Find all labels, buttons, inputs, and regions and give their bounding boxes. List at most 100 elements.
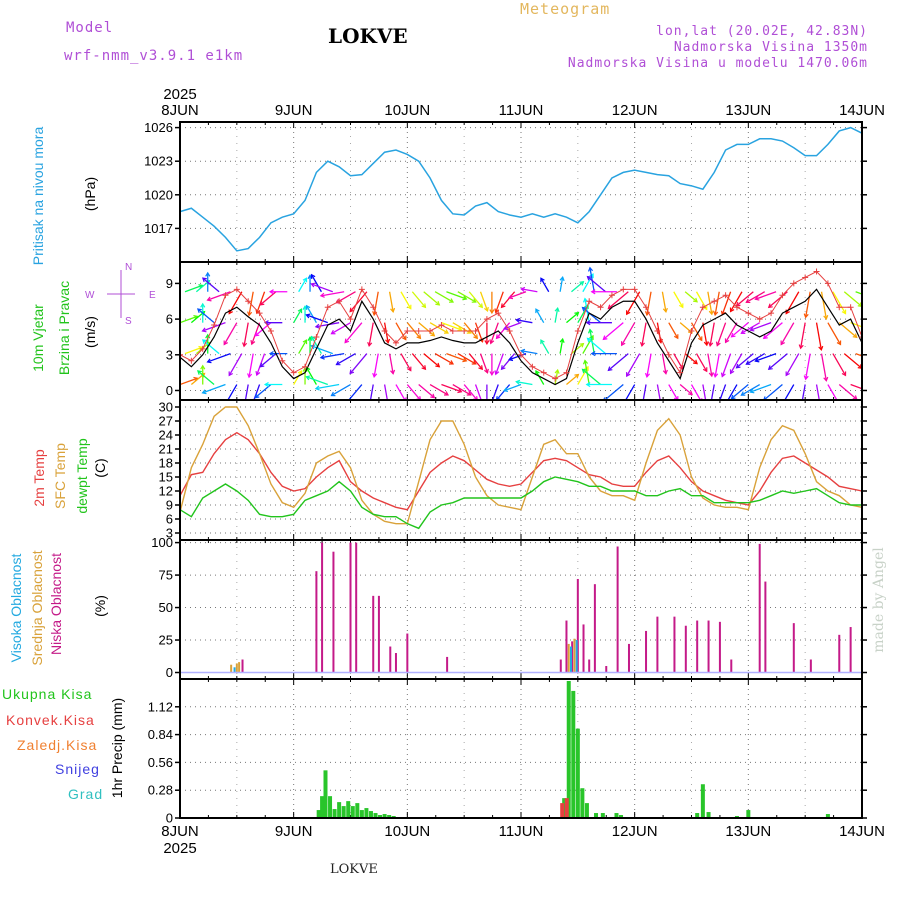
wind-arrow (582, 368, 601, 386)
wind-arrow (763, 384, 783, 400)
wind-arrow (646, 353, 652, 377)
wind-gust-marker (859, 333, 862, 340)
wind-arrow (223, 322, 238, 345)
wind-arrow-head (708, 341, 714, 348)
wind-arrow-head (590, 289, 596, 295)
wind-arrow (535, 370, 545, 385)
precip-ytick-label: 0.84 (148, 727, 173, 742)
wind-arrow (468, 353, 483, 370)
wind-gust-marker (370, 304, 377, 311)
wind-arrow-head (520, 348, 526, 354)
wind-arrow-head (702, 367, 708, 373)
wind-arrow (867, 354, 887, 358)
wind-arrow-head (878, 324, 882, 328)
wind-arrow (306, 314, 328, 324)
wind-arrow (656, 384, 661, 400)
wind-arrow-head (500, 303, 506, 309)
wind-arrow (311, 274, 322, 293)
wind-arrow-head (693, 359, 698, 365)
wind-arrow (228, 353, 243, 376)
wind-arrow-head (200, 364, 206, 370)
wind-gust-marker (188, 357, 195, 364)
wind-arrow-head (485, 402, 489, 405)
wind-arrow-head (201, 389, 207, 395)
wind-arrow-head (515, 317, 521, 323)
wind-arrow-head (693, 297, 698, 303)
wind-ytick-label: 3 (166, 347, 173, 362)
temperature-ytick-label: 12 (159, 484, 173, 499)
wind-gust-marker (438, 322, 445, 329)
wind-arrow-head (319, 292, 325, 298)
wind-gust-marker (722, 292, 729, 299)
wind-arrow (479, 291, 489, 312)
wind-gust-marker (180, 351, 183, 358)
wind-arrow (861, 384, 862, 386)
precip-bar (378, 815, 383, 818)
wind-arrow-head (780, 340, 785, 346)
wind-arrow (516, 381, 533, 386)
wind-arrow-head (478, 365, 484, 371)
wind-arrow-head (708, 372, 714, 378)
wind-arrow (801, 384, 806, 400)
wind-arrow-head (330, 329, 336, 335)
cloud-bar (389, 646, 392, 673)
compass-w: W (85, 290, 95, 301)
wind-gust-marker (597, 304, 604, 311)
wind-arrow (349, 291, 368, 313)
wind-arrow-head (402, 397, 407, 400)
wind-arrow-head (449, 298, 455, 303)
wind-arrow (805, 353, 811, 380)
wind-arrow-head (640, 404, 644, 408)
wind-arrow-head (457, 388, 463, 394)
wind-arrow (501, 291, 516, 308)
wind-arrow (535, 308, 545, 323)
wind-gust-marker (665, 351, 672, 358)
model-label: Model (66, 20, 114, 36)
wind-arrow-head (658, 401, 662, 405)
wind-arrow-head (250, 340, 256, 346)
cloud-bar (696, 620, 699, 673)
precip-bar (355, 803, 360, 818)
wind-arrow-head (520, 286, 526, 292)
wind-arrow-head (559, 337, 565, 343)
wind-arrow (423, 353, 440, 368)
legend-total-rain: Ukupna Kisa (2, 686, 93, 702)
xlabel-bottom: 14JUN (839, 823, 885, 840)
wind-arrow-head (255, 370, 261, 377)
wind-arrow (571, 343, 584, 355)
wind-arrow (684, 291, 698, 303)
precip-bar (337, 802, 342, 818)
wind-gust-marker (336, 298, 343, 305)
compass-n: N (125, 262, 132, 273)
wind-gust-marker (847, 304, 854, 311)
wind-arrow-head (678, 303, 684, 309)
wind-arrow (227, 384, 238, 400)
wind-arrow (336, 353, 356, 366)
wind-arrow-head (754, 295, 760, 301)
wind-arrow (746, 353, 766, 365)
wind-arrow (710, 384, 715, 400)
wind-arrow-head (247, 311, 253, 317)
wind-gust-marker (404, 328, 411, 334)
wind-arrow-head (836, 340, 842, 346)
wind-arrow-head (205, 333, 211, 339)
wind-arrow (673, 291, 684, 308)
cloud-bar (349, 542, 352, 673)
xlabel-bottom: 10JUN (384, 823, 430, 840)
wind-arrow (320, 291, 345, 297)
wind-arrow-head (587, 266, 594, 272)
wind-arrow-head (819, 408, 823, 412)
cloud-bar (567, 643, 570, 673)
wind-arrow (554, 369, 559, 385)
wind-arrow-head (688, 390, 693, 396)
wind-arrow-head (869, 389, 873, 393)
xlabel-top: 13JUN (725, 102, 771, 119)
wind-arrow (298, 339, 308, 354)
wind-gust-marker (813, 268, 820, 275)
wind-arrow-head (310, 282, 316, 288)
cloud-bar (570, 646, 573, 673)
wind-arrow (495, 291, 504, 313)
wind-arrow (668, 322, 679, 339)
wind-arrow-head (735, 363, 741, 369)
